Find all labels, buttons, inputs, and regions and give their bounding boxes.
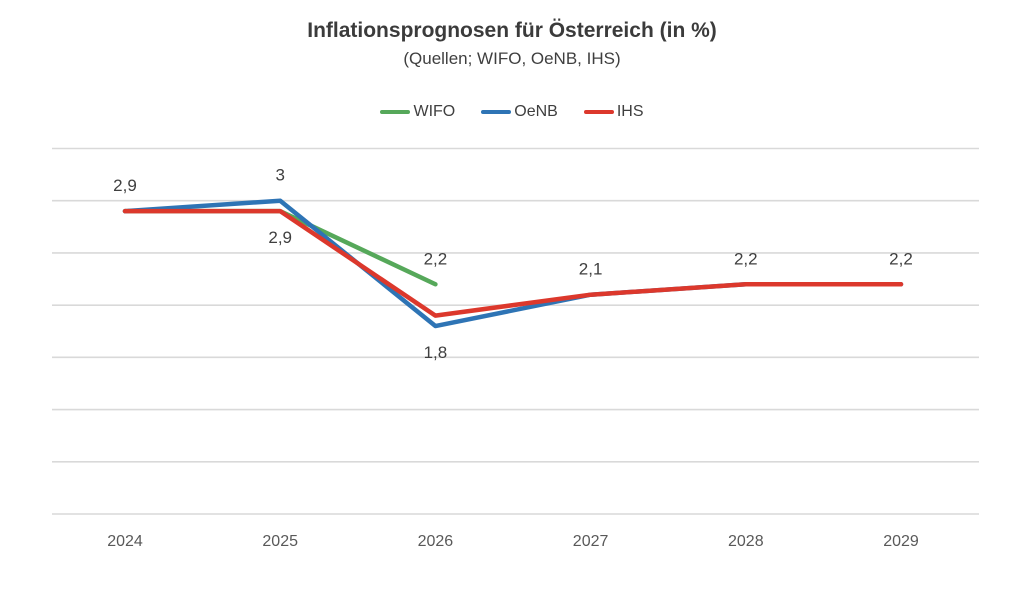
x-axis-tick-label: 2026 — [418, 533, 454, 550]
x-axis-tick-label: 2024 — [107, 533, 143, 550]
legend-label: OeNB — [514, 103, 558, 120]
data-point-label: 2,9 — [113, 176, 137, 195]
data-point-label: 2,9 — [268, 228, 292, 247]
legend-line-swatch-ihs — [583, 110, 614, 114]
data-point-label: 2,1 — [579, 260, 603, 279]
data-point-label: 2,2 — [734, 249, 758, 268]
legend-label: WIFO — [413, 103, 456, 120]
data-point-label: 1,8 — [424, 343, 448, 362]
chart-title: Inflationsprognosen für Österreich (in %… — [307, 19, 717, 42]
data-point-label: 2,2 — [889, 249, 913, 268]
data-point-label: 2,2 — [424, 249, 448, 268]
series-line-ihs — [122, 208, 904, 318]
legend-item-wifo: WIFO — [380, 103, 455, 121]
chart-subtitle: (Quellen; WIFO, OeNB, IHS) — [403, 49, 621, 68]
legend-item-ihs: IHS — [583, 103, 644, 121]
x-axis-tick-label: 2027 — [573, 533, 609, 550]
legend-line-swatch-wifo — [380, 110, 411, 114]
x-axis-tick-label: 2029 — [883, 533, 919, 550]
x-axis-tick-label: 2028 — [728, 533, 764, 550]
chart-legend: WIFO OeNB IHS — [0, 103, 1024, 121]
series-line-wifo — [122, 208, 438, 287]
data-point-label: 3 — [275, 166, 284, 185]
legend-label: IHS — [616, 103, 644, 120]
legend-line-swatch-oenb — [481, 110, 512, 114]
x-axis-tick-label: 2025 — [262, 533, 298, 550]
legend-item-oenb: OeNB — [481, 103, 558, 121]
